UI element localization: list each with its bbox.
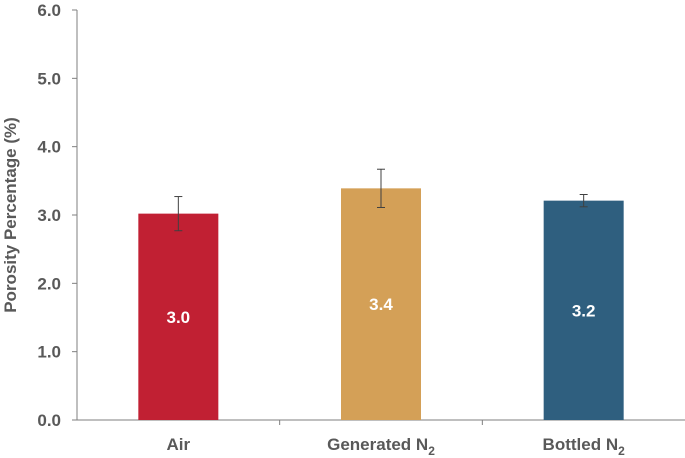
y-tick-label: 6.0 bbox=[37, 1, 61, 20]
x-category-label: Bottled N2 bbox=[543, 435, 626, 458]
category-subscript: 2 bbox=[618, 444, 625, 458]
bar-bottled-n bbox=[543, 200, 624, 420]
category-text: Bottled N bbox=[543, 435, 619, 454]
data-label: 3.2 bbox=[572, 301, 596, 320]
y-tick-label: 4.0 bbox=[37, 138, 61, 157]
data-label: 3.4 bbox=[369, 295, 393, 314]
y-tick-label: 3.0 bbox=[37, 206, 61, 225]
bar-air bbox=[138, 213, 219, 420]
y-tick-label: 5.0 bbox=[37, 69, 61, 88]
data-label: 3.0 bbox=[167, 308, 191, 327]
bar-generated-n bbox=[341, 188, 421, 420]
category-text: Generated N bbox=[327, 435, 428, 454]
y-tick-label: 1.0 bbox=[37, 343, 61, 362]
category-subscript: 2 bbox=[428, 444, 435, 458]
y-tick-label: 0.0 bbox=[37, 411, 61, 430]
x-category-label: Air bbox=[167, 435, 191, 454]
x-category-label: Generated N2 bbox=[327, 435, 435, 458]
y-axis-title: Porosity Percentage (%) bbox=[1, 117, 20, 313]
y-tick-label: 2.0 bbox=[37, 274, 61, 293]
category-text: Air bbox=[167, 435, 191, 454]
